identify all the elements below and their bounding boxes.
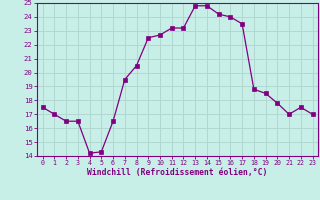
X-axis label: Windchill (Refroidissement éolien,°C): Windchill (Refroidissement éolien,°C) xyxy=(87,168,268,177)
